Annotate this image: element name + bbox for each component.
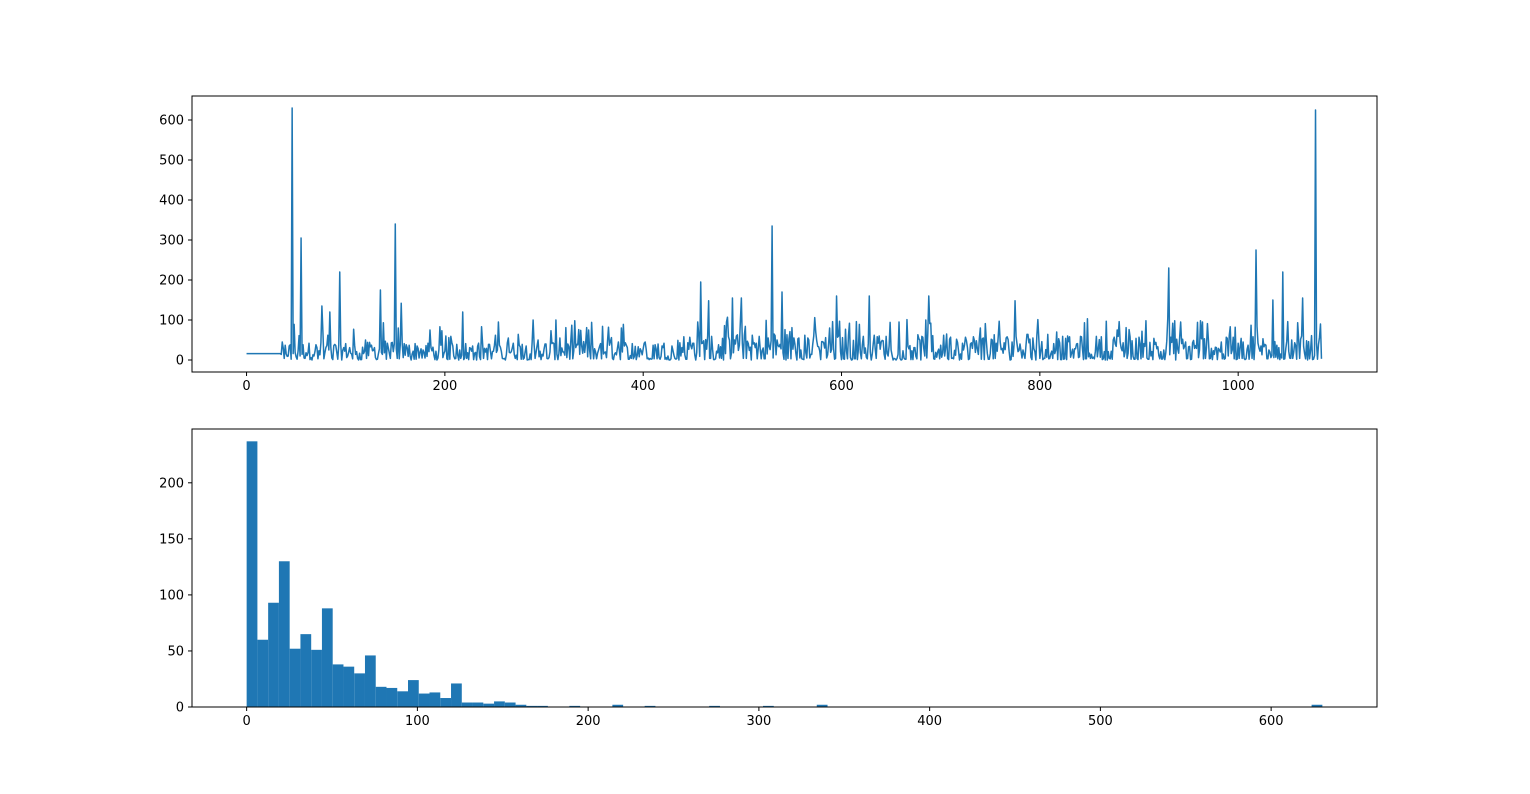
histogram-bar — [289, 648, 301, 707]
line-chart-xtick-label: 1000 — [1222, 379, 1255, 394]
line-chart-axes: 0 200 400 600 800 1000 0 100 200 300 400 500 600 — [159, 95, 1378, 395]
histogram-bar — [278, 561, 290, 707]
histogram-bar — [494, 701, 505, 707]
line-chart-frame — [191, 95, 1378, 373]
histogram-bar — [526, 705, 538, 707]
line-chart-xtick-label: 0 — [242, 379, 250, 394]
histogram-bar — [612, 704, 624, 707]
histogram-bar — [440, 698, 452, 707]
line-chart-ytick-label: 300 — [159, 234, 184, 249]
histogram-bar — [644, 705, 656, 707]
histogram-bar — [762, 705, 774, 707]
histogram-bar — [375, 686, 387, 707]
line-chart-ticks: 0 200 400 600 800 1000 0 100 200 300 400 500 600 — [159, 114, 1255, 395]
histogram-xtick-label: 400 — [917, 714, 942, 729]
histogram-ytick-label: 200 — [159, 476, 184, 491]
histogram-xtick-label: 0 — [242, 714, 250, 729]
histogram-bar — [257, 639, 269, 707]
line-chart-ytick-label: 400 — [159, 194, 184, 209]
histogram-bar — [364, 655, 376, 707]
histogram-bar — [408, 680, 419, 707]
histogram-xtick-label: 300 — [746, 714, 771, 729]
histogram-axes: 0 100 200 300 400 500 600 0 50 100 150 200 — [159, 428, 1378, 729]
line-chart-ytick-label: 500 — [159, 154, 184, 169]
histogram-bar — [515, 704, 527, 707]
histogram-bar — [354, 673, 365, 707]
histogram-bar — [397, 691, 408, 707]
histogram-bar — [569, 705, 581, 707]
histogram-bar — [816, 704, 828, 707]
histogram-bar — [268, 602, 279, 707]
histogram-ytick-label: 150 — [159, 532, 184, 547]
histogram-xtick-label: 500 — [1088, 714, 1113, 729]
line-chart-ytick-label: 600 — [159, 114, 184, 129]
histogram-bar — [451, 683, 462, 707]
histogram-bar — [300, 634, 312, 707]
histogram-bar — [311, 649, 322, 707]
histogram-bar — [537, 705, 548, 707]
line-chart-xtick-label: 400 — [631, 379, 656, 394]
line-series — [246, 107, 1323, 361]
line-chart-xtick-label: 200 — [432, 379, 457, 394]
histogram-bar — [418, 693, 430, 707]
line-chart-ytick-label: 200 — [159, 274, 184, 289]
histogram-ytick-label: 50 — [167, 644, 184, 659]
line-chart-xtick-label: 600 — [829, 379, 854, 394]
histogram-frame — [191, 428, 1378, 708]
line-chart-ytick-label: 0 — [176, 354, 184, 369]
histogram-ytick-label: 100 — [159, 588, 184, 603]
line-chart-xtick-label: 800 — [1027, 379, 1052, 394]
histogram-bar — [709, 705, 720, 707]
histogram-bar — [1311, 704, 1323, 707]
histogram-bar — [472, 702, 484, 707]
histogram-xtick-label: 600 — [1259, 714, 1284, 729]
histogram-bar — [332, 664, 344, 707]
histogram-bar — [246, 441, 258, 707]
histogram-xtick-label: 200 — [576, 714, 601, 729]
histogram-bar — [504, 702, 516, 707]
line-chart-ytick-label: 100 — [159, 314, 184, 329]
histogram-ytick-label: 0 — [176, 701, 184, 716]
line-series-group — [246, 107, 1323, 361]
histogram-xtick-label: 100 — [405, 714, 430, 729]
histogram-bar — [386, 687, 398, 707]
histogram-ticks: 0 100 200 300 400 500 600 0 50 100 150 200 — [159, 476, 1283, 729]
histogram-bar — [429, 692, 441, 707]
histogram-bar — [343, 666, 355, 707]
histogram-bar — [483, 703, 495, 707]
histogram-bar — [321, 608, 333, 707]
histogram-bars-group — [246, 441, 1323, 707]
histogram-bar — [461, 702, 473, 707]
